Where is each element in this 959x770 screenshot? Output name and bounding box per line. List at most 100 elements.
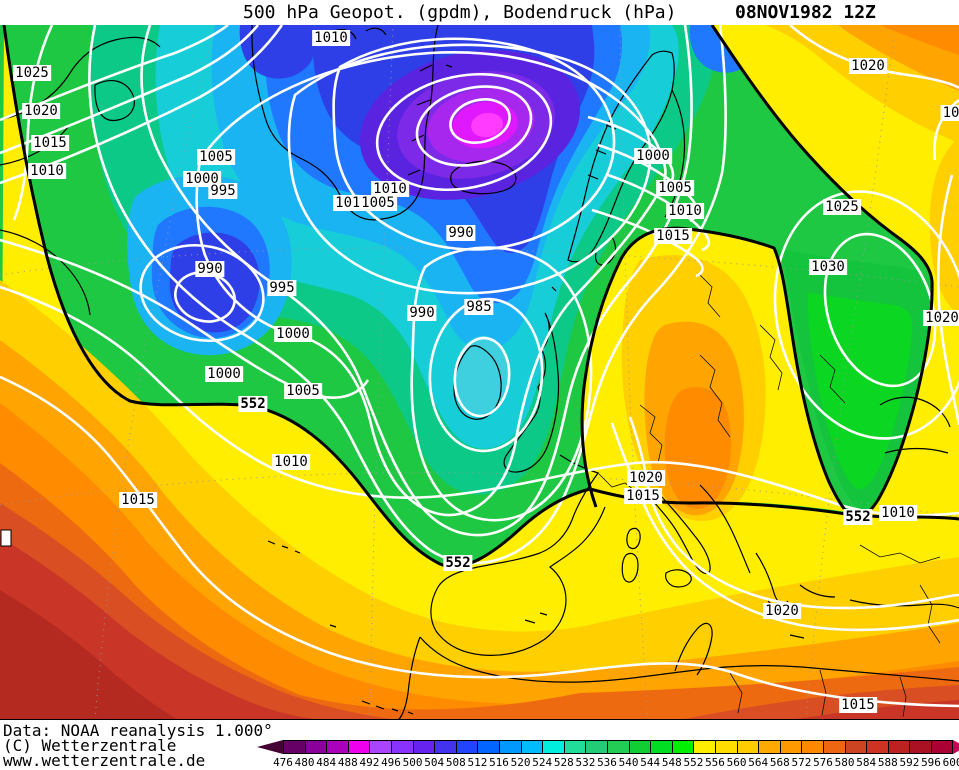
credit-url: www.wetterzentrale.de (3, 751, 206, 770)
colorbar-segment (628, 740, 651, 754)
pressure-label: 1000 (205, 366, 243, 382)
pressure-label: 995 (267, 280, 297, 296)
colorbar-tick-label: 492 (359, 756, 380, 769)
colorbar-tick-label: 536 (597, 756, 617, 769)
colorbar-segment (585, 740, 607, 754)
colorbar-tick-label: 556 (705, 756, 725, 769)
pressure-label: 990 (195, 261, 225, 277)
pressure-label: 10 (940, 105, 959, 121)
colorbar-tick-label: 568 (769, 756, 790, 769)
colorbar-tick-label: 524 (532, 756, 553, 769)
colorbar-tick-label: 500 (402, 756, 423, 769)
pressure-label: 1020 (923, 310, 959, 326)
pressure-label: 1015 (839, 697, 877, 713)
colorbar-segment (283, 740, 305, 754)
pressure-label: 1005 (197, 149, 235, 165)
colorbar-tick-label: 484 (316, 756, 337, 769)
colorbar-tick-label: 580 (834, 756, 855, 769)
map-datetime: 08NOV1982 12Z (735, 2, 876, 23)
pressure-label: 1015 (624, 488, 662, 504)
colorbar-segment (347, 740, 370, 754)
colorbar-left-arrow (257, 740, 283, 754)
colorbar-tick-label: 588 (877, 756, 898, 769)
colorbar-tick-label: 528 (553, 756, 574, 769)
colorbar-tick-label: 560 (726, 756, 747, 769)
pressure-label: 1000 (274, 326, 312, 342)
contour-labels: 1025 1020 1015 1010 1010 1005 1000 995 1010 1010 1… (0, 25, 959, 720)
pressure-label: 1015 (31, 135, 69, 151)
colorbar-segment (801, 740, 823, 754)
colorbar-tick-label: 496 (381, 756, 401, 769)
pressure-label: 995 (208, 183, 238, 199)
colorbar-segment (909, 740, 931, 754)
map-header: 500 hPa Geopot. (gpdm), Bodendruck (hPa)… (0, 0, 959, 25)
height-552-label: 552 (843, 509, 873, 525)
page-title: 500 hPa Geopot. (gpdm), Bodendruck (hPa) (243, 2, 677, 23)
height-552-label: 552 (238, 396, 268, 412)
pressure-label: 1005 (359, 195, 397, 211)
colorbar-segment (671, 740, 694, 754)
pressure-label: 1010 (666, 203, 704, 219)
colorbar-tick-label: 564 (748, 756, 769, 769)
colorbar-segment (736, 740, 759, 754)
colorbar-tick-label: 512 (467, 756, 488, 769)
height-552-label: 552 (443, 555, 473, 571)
map-canvas: 1025 1020 1015 1010 1010 1005 1000 995 1010 1010 1… (0, 25, 959, 720)
pressure-label: 1005 (656, 180, 694, 196)
colorbar-tick-label: 516 (489, 756, 509, 769)
pressure-label: 1005 (284, 383, 322, 399)
colorbar-segment (326, 740, 348, 754)
pressure-label: 990 (446, 225, 476, 241)
colorbar-tick-label: 532 (575, 756, 596, 769)
colorbar-tick-label: 548 (661, 756, 682, 769)
colorbar-tick-label: 476 (273, 756, 293, 769)
colorbar-tick-label: 520 (510, 756, 531, 769)
colorbar-segment (563, 740, 586, 754)
pressure-label: 1010 (28, 163, 66, 179)
colorbar-tick-label: 552 (683, 756, 704, 769)
pressure-label: 1015 (654, 228, 692, 244)
pressure-label: 1025 (823, 199, 861, 215)
colorbar-tick-label: 544 (640, 756, 661, 769)
pressure-label: 1010 (879, 505, 917, 521)
colorbar-segment (304, 740, 327, 754)
pressure-label: 1020 (627, 470, 665, 486)
pressure-label: 1020 (849, 58, 887, 74)
map-footer: Data: NOAA reanalysis 1.000° (C) Wetterz… (0, 720, 959, 770)
colorbar-segment (650, 740, 672, 754)
pressure-label: 1015 (119, 492, 157, 508)
colorbar-tick-label: 592 (899, 756, 920, 769)
colorbar-segment (715, 740, 737, 754)
credit-copyright: (C) Wetterzentrale (3, 736, 177, 755)
colorbar-tick-label: 540 (618, 756, 639, 769)
pressure-label: 1020 (763, 603, 801, 619)
colorbar-segment (607, 740, 629, 754)
colorbar-tick-label: 576 (813, 756, 833, 769)
colorbar-tick-label: 480 (294, 756, 315, 769)
colorbar-tick-label: 584 (856, 756, 877, 769)
colorbar-tick-label: 508 (445, 756, 466, 769)
colorbar-segment (391, 740, 413, 754)
colorbar-tick-label: 488 (337, 756, 358, 769)
colorbar-tick-label: 600 (942, 756, 959, 769)
pressure-label: 1025 (13, 65, 51, 81)
colorbar-segment (434, 740, 456, 754)
colorbar-segment (369, 740, 391, 754)
pressure-label (0, 529, 12, 547)
pressure-label: 990 (407, 305, 437, 321)
colorbar-segment (779, 740, 802, 754)
pressure-label: 1020 (22, 103, 60, 119)
pressure-label: 1000 (634, 148, 672, 164)
pressure-label: 1010 (371, 181, 409, 197)
contour-552 (2, 25, 959, 568)
colorbar-segment (758, 740, 780, 754)
pressure-label: 985 (464, 299, 494, 315)
colorbar-segment (520, 740, 543, 754)
pressure-label: 1010 (312, 30, 350, 46)
credit-data-source: Data: NOAA reanalysis 1.000° (3, 721, 273, 740)
pressure-label: 1010 (272, 454, 310, 470)
colorbar-segment (844, 740, 867, 754)
colorbar-tick-label: 504 (424, 756, 445, 769)
colorbar-segment (887, 740, 910, 754)
